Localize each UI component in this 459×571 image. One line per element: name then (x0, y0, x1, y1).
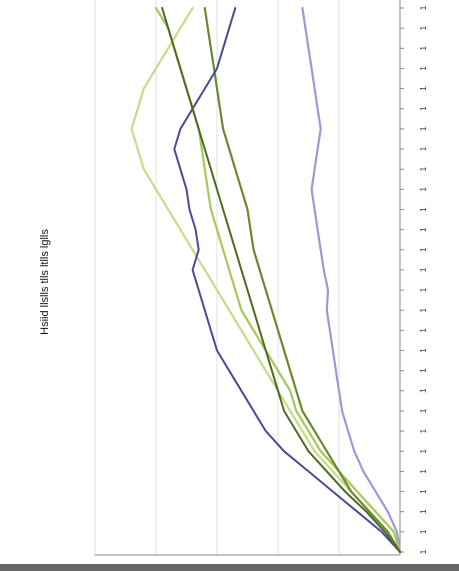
tick-label: 1 (419, 207, 428, 212)
tick-label: 1 (419, 348, 428, 353)
tick-label: 1 (419, 489, 428, 494)
tick-label: 1 (419, 307, 428, 312)
tick-label: 1 (419, 448, 428, 453)
series-line-5 (173, 7, 401, 553)
series-line-4 (203, 6, 402, 554)
tick-label: 1 (419, 166, 428, 171)
tick-label: 1 (419, 388, 428, 393)
tick-label: 1 (419, 469, 428, 474)
series-line-1 (301, 6, 402, 554)
tick-label: 1 (419, 328, 428, 333)
y-axis-label: Hsiid llslls tlls ltlls lglls (39, 229, 51, 335)
tick-label: 1 (419, 25, 428, 30)
tick-label: 1 (419, 529, 428, 534)
series-line-6 (161, 7, 401, 553)
tick-label: 1 (419, 227, 428, 232)
tick-label: 1 (419, 66, 428, 71)
tick-label: 1 (419, 247, 428, 252)
tick-label: 1 (419, 509, 428, 514)
tick-label: 1 (419, 46, 428, 51)
tick-label: 1 (419, 187, 428, 192)
series-line-3 (130, 6, 402, 554)
category-ticks: 1 1 1 1 1 1 1 1 1 1 1 1 1 1 1 1 1 1 1 1 1 1 1 1 1 1 1 1 (400, 5, 428, 554)
tick-label: 1 (419, 287, 428, 292)
tick-label: 1 (419, 368, 428, 373)
tick-label: 1 (419, 146, 428, 151)
series-lines (130, 6, 402, 554)
tick-label: 1 (419, 106, 428, 111)
tick-label: 1 (419, 428, 428, 433)
tick-label: 1 (419, 86, 428, 91)
tick-label: 1 (419, 126, 428, 131)
window-bottom-bar (0, 564, 459, 571)
tick-label: 1 (419, 267, 428, 272)
tick-label: 1 (419, 408, 428, 413)
tick-label: 1 (419, 549, 428, 554)
tick-label: 1 (419, 5, 428, 10)
